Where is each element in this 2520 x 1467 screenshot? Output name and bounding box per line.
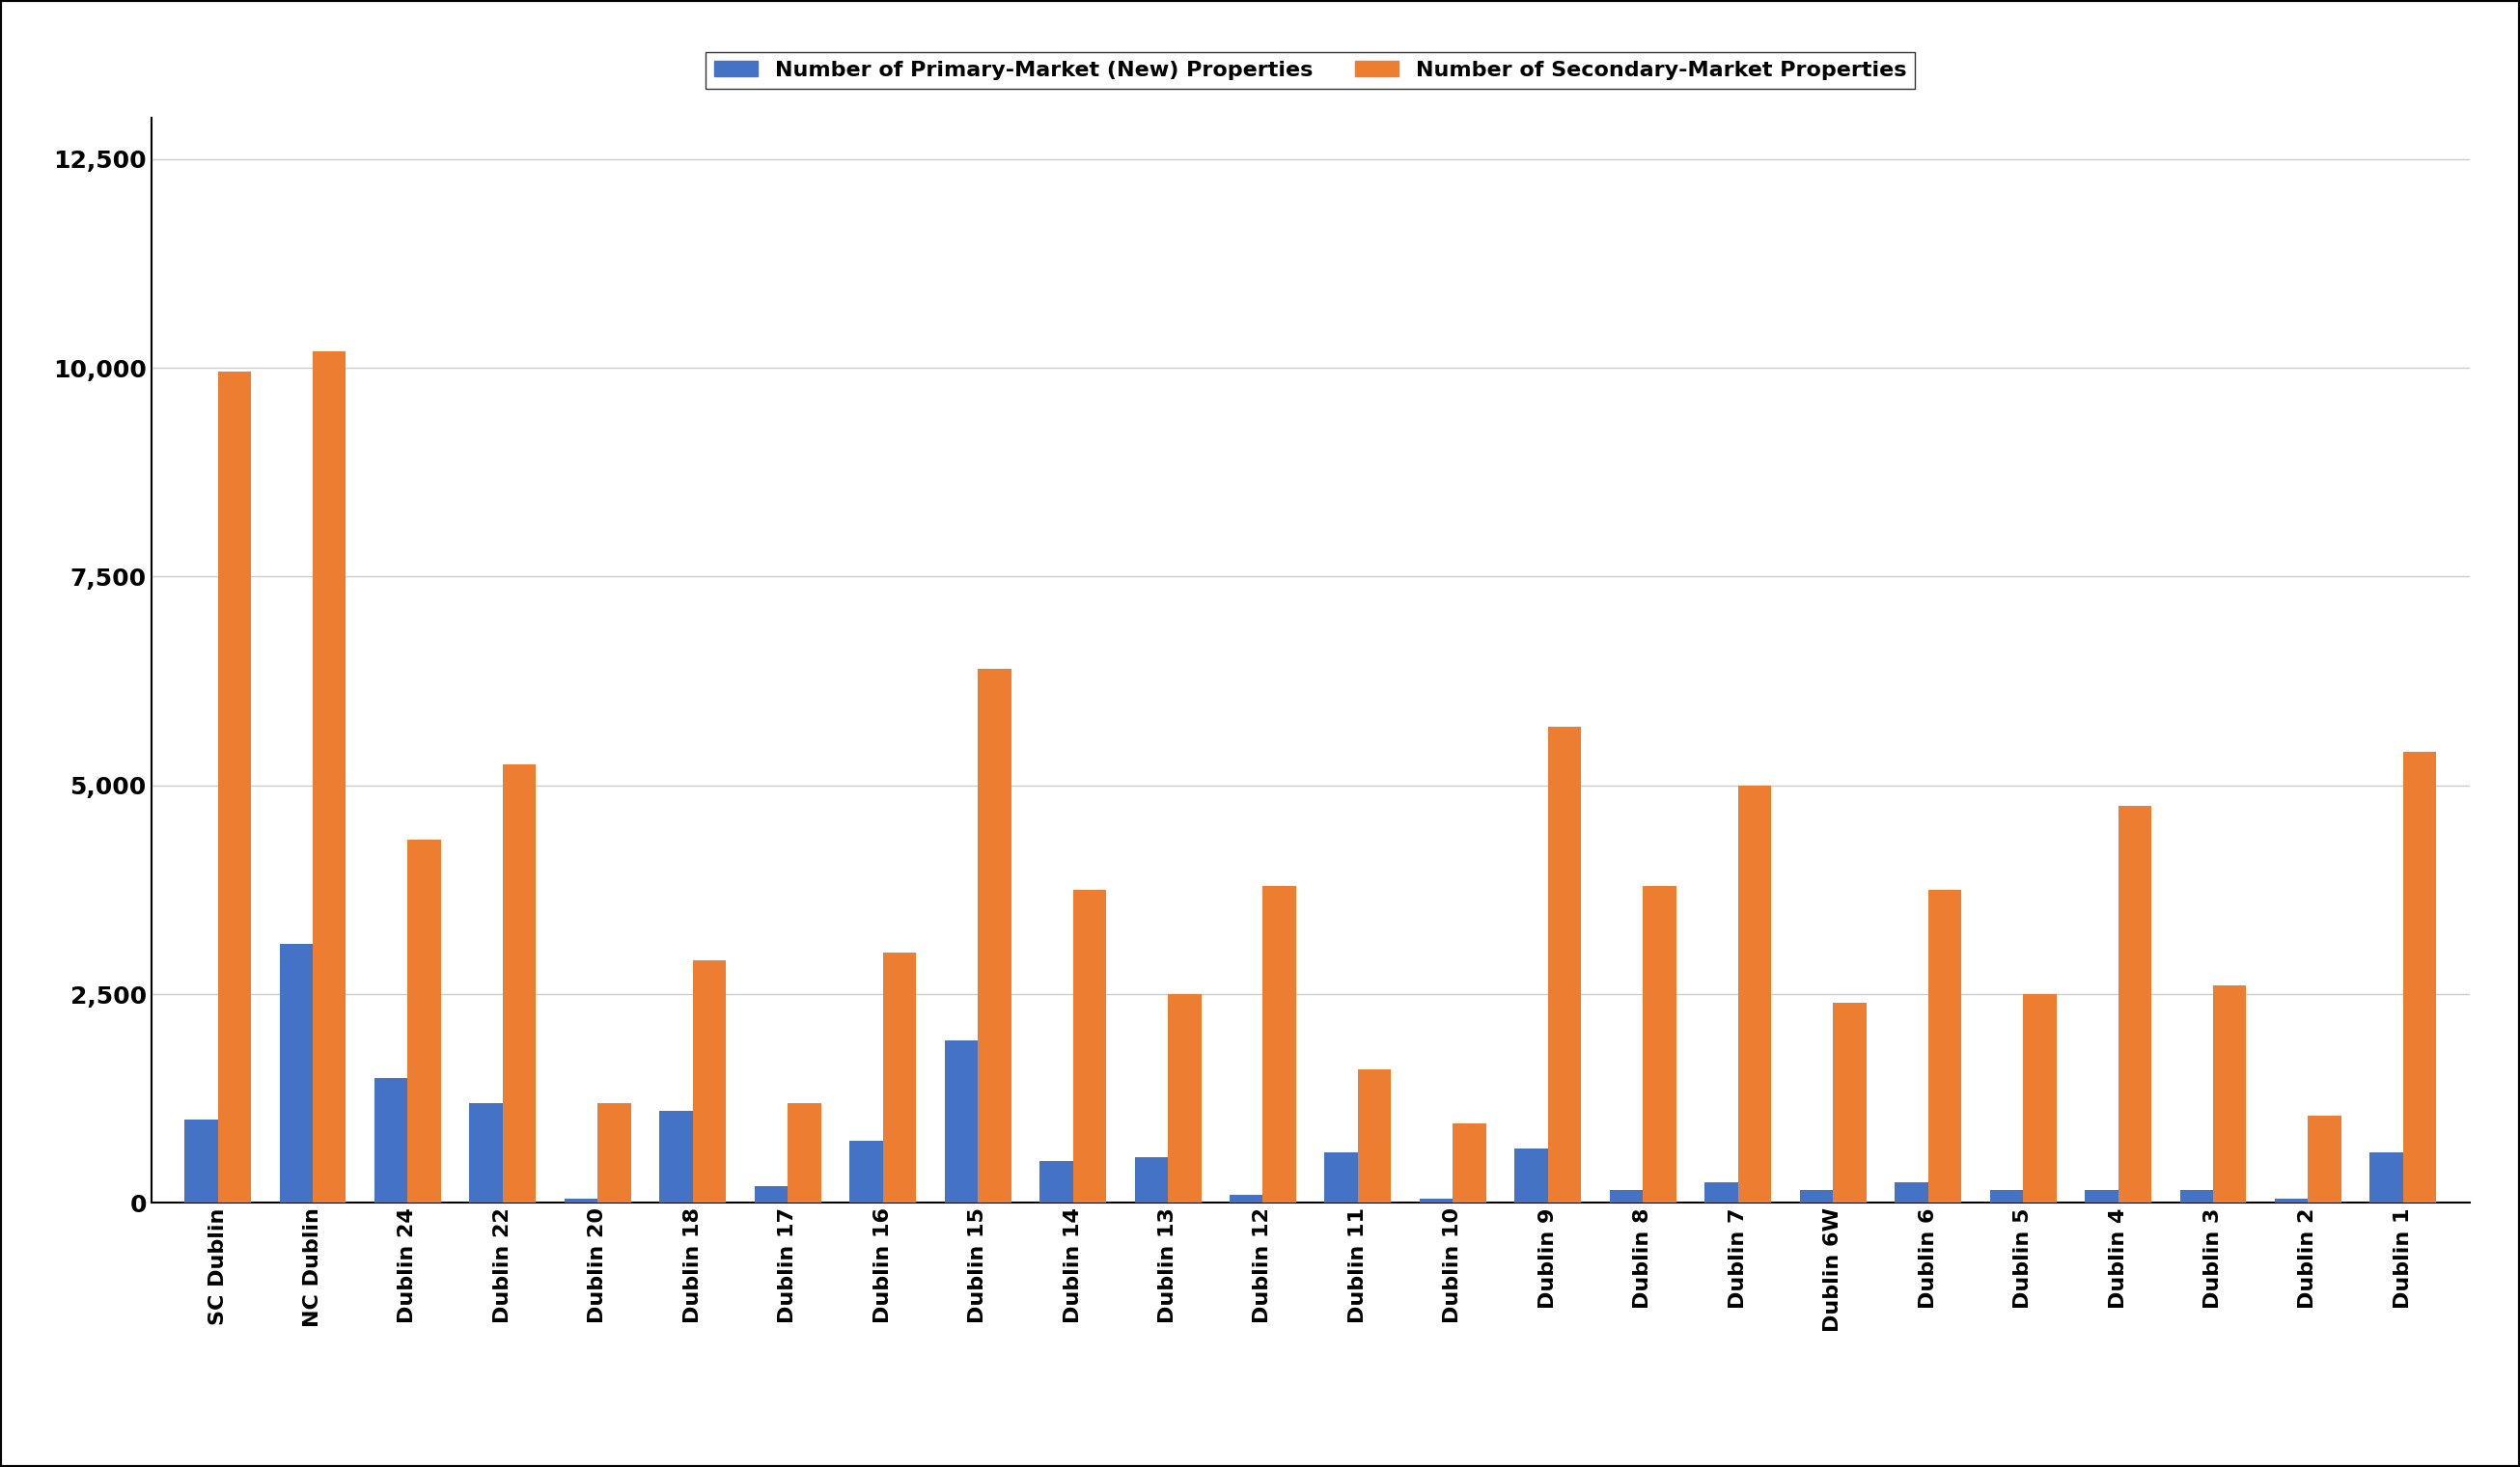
Bar [1074,890,1106,1203]
Bar [1454,1124,1487,1203]
Bar [217,373,252,1203]
Bar [312,351,345,1203]
Bar [2084,1190,2117,1203]
Bar [1230,1194,1263,1203]
Bar [660,1111,693,1203]
Bar [504,764,537,1203]
Bar [1326,1153,1358,1203]
Bar [2276,1199,2308,1203]
Bar [849,1140,882,1203]
Bar [1928,890,1961,1203]
Bar [1134,1157,1167,1203]
Bar [2308,1115,2341,1203]
Bar [1263,886,1295,1203]
Bar [597,1103,630,1203]
Bar [2024,995,2056,1203]
Bar [1041,1162,1074,1203]
Bar [789,1103,822,1203]
Bar [2369,1153,2404,1203]
Bar [693,961,726,1203]
Bar [2180,1190,2213,1203]
Bar [2404,753,2437,1203]
Bar [2213,986,2245,1203]
Bar [1358,1069,1391,1203]
Bar [1739,785,1772,1203]
Bar [375,1078,408,1203]
Bar [564,1199,597,1203]
Bar [1547,728,1580,1203]
Bar [280,945,312,1203]
Bar [469,1103,504,1203]
Legend: Number of Primary-Market (New) Properties, Number of Secondary-Market Properties: Number of Primary-Market (New) Propertie… [706,53,1915,88]
Bar [1167,995,1202,1203]
Bar [408,839,441,1203]
Bar [2117,807,2152,1203]
Bar [1895,1182,1928,1203]
Bar [184,1119,217,1203]
Bar [1419,1199,1454,1203]
Bar [1832,1002,1867,1203]
Bar [1704,1182,1739,1203]
Bar [882,952,917,1203]
Bar [1991,1190,2024,1203]
Bar [1643,886,1676,1203]
Bar [1515,1149,1547,1203]
Bar [945,1040,978,1203]
Bar [1610,1190,1643,1203]
Bar [1799,1190,1832,1203]
Bar [753,1187,789,1203]
Bar [978,669,1011,1203]
